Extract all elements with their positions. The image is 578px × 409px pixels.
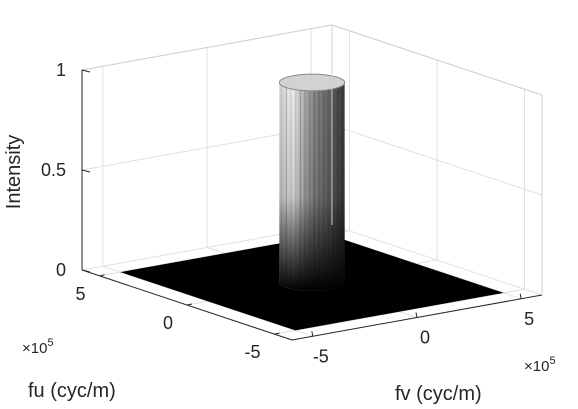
z-tick-mark — [81, 169, 91, 173]
x-tick-labels: 5 0 -5 — [75, 284, 260, 362]
x-axis-title: fu (cyc/m) — [28, 380, 116, 402]
box-edge — [81, 24, 333, 71]
x-tick-mark — [274, 332, 280, 335]
x-tick-label: 5 — [75, 284, 85, 304]
y-tick-label: -5 — [313, 346, 329, 366]
y-tick-label: 5 — [524, 309, 534, 329]
cylinder-top-cap — [278, 73, 346, 92]
y-tick-mark — [311, 331, 314, 337]
y-tick-label: 0 — [420, 328, 430, 348]
z-axis-title: Intensity — [3, 135, 25, 209]
x-tick-label: -5 — [244, 342, 260, 362]
x-tick-label: 0 — [163, 313, 173, 333]
y-axis-title: fv (cyc/m) — [395, 383, 482, 405]
y-tick-mark — [415, 312, 418, 318]
x-exponent-label: ×105 — [22, 337, 54, 357]
surface-cylinder — [278, 73, 346, 291]
box-edge — [331, 24, 543, 96]
z-tick-mark — [81, 269, 91, 273]
x-tick-mark — [186, 303, 193, 306]
z-tick-label: 0.5 — [41, 160, 66, 180]
y-exponent-label: ×105 — [524, 355, 556, 375]
cylinder-shadow — [279, 82, 345, 291]
y-tick-mark — [519, 293, 522, 299]
z-tick-labels: 00.51 — [41, 60, 66, 280]
y-tick-labels: -5 0 5 — [313, 309, 534, 367]
z-tick-label: 1 — [56, 60, 66, 80]
z-tick-mark — [81, 69, 91, 73]
x-tick-mark — [99, 274, 105, 277]
axis-lines — [81, 24, 543, 341]
x-floor-grid-line — [274, 288, 525, 335]
z-tick-label: 0 — [56, 260, 66, 280]
